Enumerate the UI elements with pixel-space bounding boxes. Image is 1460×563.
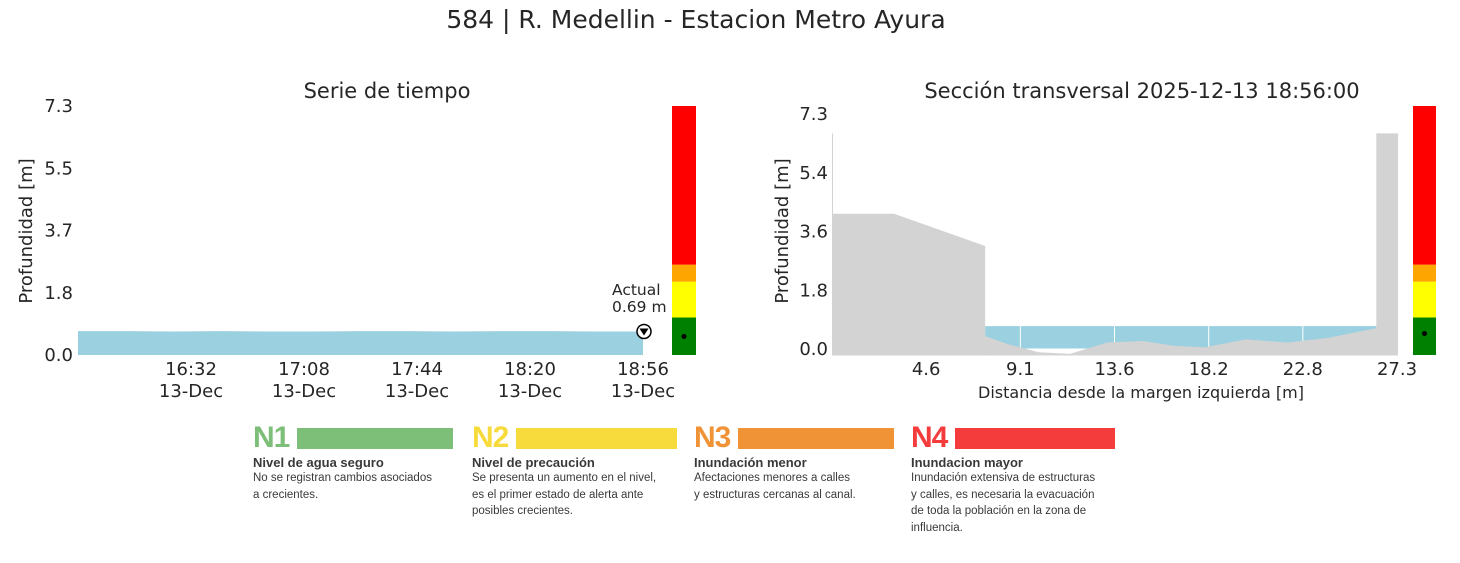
y-tick-label: 3.6 — [799, 222, 828, 243]
level-segment-n3 — [672, 264, 696, 282]
x-tick-date-label: 13-Dec — [272, 381, 336, 402]
legend-name: Inundacion mayor — [911, 455, 1023, 470]
x-tick-label: 18:20 — [504, 359, 556, 380]
cross-section-x-ticks: 4.6 9.1 13.6 18.2 22.8 27.3 — [912, 359, 1417, 380]
time-series-title: Serie de tiempo — [304, 79, 471, 103]
x-tick-date-label: 13-Dec — [385, 381, 449, 402]
x-tick-label: 16:32 — [165, 359, 217, 380]
legend-description-line: posibles crecientes. — [472, 505, 573, 517]
legend-description: No se registran cambios asociados a crec… — [253, 470, 453, 503]
level-segment-n4 — [672, 106, 696, 265]
time-series-level-bar — [672, 106, 696, 355]
x-tick-label: 9.1 — [1006, 359, 1035, 380]
level-segment-n1 — [1413, 317, 1436, 355]
level-segment-n3 — [1413, 264, 1436, 282]
legend-description-line: influencia. — [911, 521, 963, 534]
x-tick-label: 4.6 — [912, 359, 941, 380]
x-tick-label: 13.6 — [1094, 359, 1134, 380]
current-value-marker — [636, 323, 652, 340]
time-series-ylabel: Profundidad [m] — [16, 158, 37, 303]
legend-name: Inundación menor — [694, 455, 807, 470]
legend-description-line: a crecientes. — [253, 488, 319, 501]
time-series-y-ticks: 0.0 1.8 3.7 5.5 7.3 — [44, 96, 73, 366]
y-tick-label: 7.3 — [44, 96, 73, 117]
down-triangle-icon — [639, 328, 649, 336]
x-tick-label: 27.3 — [1377, 359, 1417, 380]
x-tick-date-label: 13-Dec — [498, 381, 562, 402]
current-level-dot — [1422, 330, 1427, 336]
time-series-chart: Serie de tiempo Profundidad [m] 0.0 1.8 3.… — [16, 79, 696, 402]
legend-description-line: No se registran cambios asociados — [253, 472, 432, 484]
x-tick-label: 22.8 — [1283, 359, 1323, 380]
cross-section-level-bar — [1413, 106, 1436, 355]
legend-code: N4 — [911, 421, 948, 454]
x-tick-label: 17:44 — [391, 359, 443, 380]
y-tick-label: 0.0 — [44, 345, 73, 366]
legend-description: Afectaciones menores a calles y estructu… — [694, 470, 894, 503]
current-level-dot — [681, 333, 687, 339]
legend-description-line: Inundación extensiva de estructuras — [911, 472, 1096, 484]
legend-description: Inundación extensiva de estructuras y ca… — [911, 470, 1115, 536]
legend-color-bar — [297, 427, 453, 449]
legend-code: N2 — [472, 421, 509, 454]
legend-n2: N2 Nivel de precaución Se presenta un au… — [472, 423, 677, 520]
y-tick-label: 1.8 — [44, 283, 73, 304]
current-value-label: 0.69 m — [612, 298, 667, 316]
y-tick-label: 3.7 — [44, 221, 73, 242]
legend-description-line: es el primer estado de alerta ante — [472, 488, 644, 501]
current-label: Actual — [612, 281, 661, 299]
legend-color-bar — [738, 427, 894, 449]
level-segment-n4 — [1413, 106, 1436, 265]
legend-n4: N4 Inundacion mayor Inundación extensiva… — [911, 423, 1115, 536]
x-tick-label: 17:08 — [278, 359, 330, 380]
legend-color-bar — [516, 427, 677, 449]
cross-section-title: Sección transversal 2025-12-13 18:56:00 — [924, 79, 1359, 103]
legend-name: Nivel de precaución — [472, 455, 595, 470]
legend-description-line: y calles, es necesaria la evacuación — [911, 488, 1095, 501]
legend-n3: N3 Inundación menor Afectaciones menores… — [694, 423, 894, 503]
y-tick-label: 1.8 — [799, 280, 828, 301]
cross-section-chart: Sección transversal 2025-12-13 18:56:00 … — [772, 79, 1436, 402]
x-tick-label: 18.2 — [1189, 359, 1229, 380]
legend-name: Nivel de agua seguro — [253, 455, 384, 470]
legend-n1: N1 Nivel de agua seguro No se registran … — [253, 423, 453, 503]
figure-title: 584 | R. Medellin - Estacion Metro Ayura — [446, 5, 946, 34]
time-series-depth-area — [78, 331, 643, 355]
y-tick-label: 5.4 — [799, 163, 828, 184]
legend-code: N3 — [694, 421, 731, 454]
cross-section-terrain — [832, 133, 1399, 356]
time-series-x-ticks: 16:3213-Dec17:0813-Dec17:4413-Dec18:2013… — [159, 359, 675, 402]
cross-section-xlabel: Distancia desde la margen izquierda [m] — [978, 383, 1304, 402]
x-tick-label: 18:56 — [617, 359, 669, 380]
y-tick-label: 7.3 — [799, 104, 828, 125]
legend-description-line: de toda la población en la zona de — [911, 505, 1087, 517]
y-tick-label: 5.5 — [44, 158, 73, 179]
legend-code: N1 — [253, 421, 290, 454]
x-tick-date-label: 13-Dec — [611, 381, 675, 402]
legend-color-bar — [955, 427, 1115, 449]
level-segment-n2 — [672, 281, 696, 318]
legend-description-line: Afectaciones menores a calles — [694, 472, 850, 484]
legend-description-line: y estructuras cercanas al canal. — [694, 488, 856, 501]
legend-description-line: Se presenta un aumento en el nivel, — [472, 472, 657, 484]
level-segment-n2 — [1413, 281, 1436, 318]
y-tick-label: 0.0 — [799, 339, 828, 360]
cross-section-ylabel: Profundidad [m] — [772, 158, 793, 303]
cross-section-y-ticks: 0.0 1.8 3.6 5.4 7.3 — [799, 104, 828, 360]
x-tick-date-label: 13-Dec — [159, 381, 223, 402]
legend-description: Se presenta un aumento en el nivel, es e… — [472, 470, 677, 520]
